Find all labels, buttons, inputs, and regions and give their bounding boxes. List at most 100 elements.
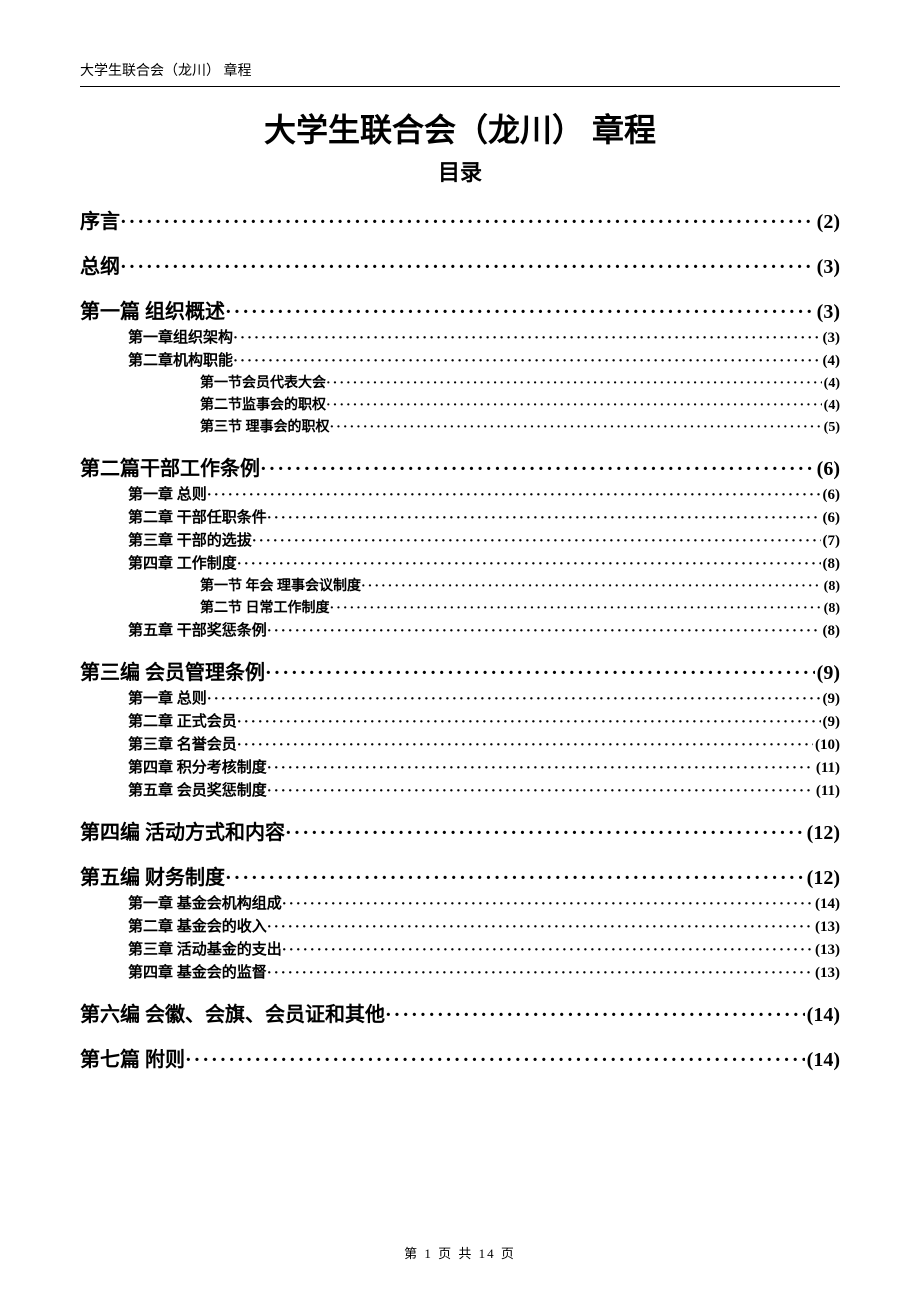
toc-leader-dots: ········································… xyxy=(285,822,805,845)
toc-leader-dots: ········································… xyxy=(361,579,822,595)
toc-entry-page: (5) xyxy=(822,420,840,436)
toc-entry-page: (9) xyxy=(821,691,841,708)
toc-entry-page: (14) xyxy=(813,896,840,913)
toc-entry: 第一篇 组织概述································… xyxy=(80,295,840,324)
toc-entry-page: (4) xyxy=(821,353,841,370)
toc-entry-page: (4) xyxy=(822,398,840,414)
toc-leader-dots: ········································… xyxy=(267,760,814,777)
toc-entry: 第二章 正式会员································… xyxy=(80,710,840,731)
toc-entry: 第一章 基金会机构组成·····························… xyxy=(80,892,840,913)
toc-entry-label: 序言 xyxy=(80,205,120,234)
toc-leader-dots: ········································… xyxy=(267,623,821,640)
toc-entry-page: (8) xyxy=(822,601,840,617)
toc-entry-label: 第二节监事会的职权 xyxy=(200,394,326,414)
toc-entry-page: (4) xyxy=(822,376,840,392)
toc-entry: 第一章 总则··································… xyxy=(80,483,840,504)
toc-entry-label: 总纲 xyxy=(80,250,120,279)
toc-leader-dots: ········································… xyxy=(225,867,805,890)
toc-leader-dots: ········································… xyxy=(267,510,821,527)
subtitle-toc: 目录 xyxy=(80,155,840,187)
toc-entry-page: (3) xyxy=(815,256,840,279)
table-of-contents: 序言······································… xyxy=(80,205,840,1072)
toc-leader-dots: ········································… xyxy=(252,533,821,550)
toc-leader-dots: ········································… xyxy=(120,256,815,279)
toc-entry-label: 第一篇 组织概述 xyxy=(80,295,225,324)
toc-leader-dots: ········································… xyxy=(237,556,821,573)
toc-leader-dots: ········································… xyxy=(233,330,820,347)
toc-leader-dots: ········································… xyxy=(237,737,813,754)
toc-leader-dots: ········································… xyxy=(282,942,813,959)
toc-entry-page: (9) xyxy=(815,662,840,685)
toc-entry-label: 第二章 干部任职条件 xyxy=(128,506,267,527)
toc-entry: 第三章 干部的选拔·······························… xyxy=(80,529,840,550)
toc-entry-page: (11) xyxy=(814,760,840,777)
toc-entry: 第五编 财务制度································… xyxy=(80,861,840,890)
toc-entry: 第三章 活动基金的支出·····························… xyxy=(80,938,840,959)
toc-entry-page: (3) xyxy=(821,330,841,347)
toc-entry: 第四章 基金会的监督······························… xyxy=(80,961,840,982)
toc-leader-dots: ········································… xyxy=(265,662,815,685)
toc-entry-page: (8) xyxy=(821,623,841,640)
toc-entry: 第三章 名誉会员································… xyxy=(80,733,840,754)
toc-entry-page: (8) xyxy=(821,556,841,573)
toc-entry-page: (8) xyxy=(822,579,840,595)
toc-entry-label: 第一节 年会 理事会议制度 xyxy=(200,575,361,595)
toc-entry-page: (6) xyxy=(815,458,840,481)
toc-entry: 第二章 干部任职条件······························… xyxy=(80,506,840,527)
toc-entry-page: (3) xyxy=(815,301,840,324)
toc-entry-label: 第一章 总则 xyxy=(128,483,207,504)
toc-entry-label: 第一章 总则 xyxy=(128,687,207,708)
toc-entry-label: 第三节 理事会的职权 xyxy=(200,416,330,436)
toc-leader-dots: ········································… xyxy=(260,458,815,481)
toc-entry-label: 第三章 干部的选拔 xyxy=(128,529,252,550)
toc-entry-label: 第五章 会员奖惩制度 xyxy=(128,779,267,800)
toc-leader-dots: ········································… xyxy=(267,783,814,800)
toc-entry-label: 第一章 基金会机构组成 xyxy=(128,892,282,913)
toc-entry-page: (7) xyxy=(821,533,841,550)
toc-leader-dots: ········································… xyxy=(207,487,821,504)
toc-entry: 第二节 日常工作制度······························… xyxy=(80,597,840,617)
document-title: 大学生联合会（龙川） 章程 xyxy=(80,105,840,151)
toc-entry-page: (13) xyxy=(813,919,840,936)
toc-entry: 序言······································… xyxy=(80,205,840,234)
toc-entry-page: (9) xyxy=(821,714,841,731)
toc-entry: 总纲······································… xyxy=(80,250,840,279)
toc-entry: 第六编 会徽、会旗、会员证和其他························… xyxy=(80,998,840,1027)
toc-entry: 第二篇干部工作条例·······························… xyxy=(80,452,840,481)
toc-entry-label: 第二章机构职能 xyxy=(128,349,233,370)
toc-leader-dots: ········································… xyxy=(233,353,820,370)
toc-entry-label: 第一节会员代表大会 xyxy=(200,372,326,392)
toc-entry-label: 第五编 财务制度 xyxy=(80,861,225,890)
toc-entry-label: 第一章组织架构 xyxy=(128,326,233,347)
toc-entry: 第四章 工作制度································… xyxy=(80,552,840,573)
toc-entry: 第一章 总则··································… xyxy=(80,687,840,708)
toc-leader-dots: ········································… xyxy=(237,714,821,731)
toc-entry: 第七篇 附则··································… xyxy=(80,1043,840,1072)
toc-leader-dots: ········································… xyxy=(282,896,813,913)
toc-entry-label: 第五章 干部奖惩条例 xyxy=(128,619,267,640)
toc-entry: 第五章 会员奖惩制度······························… xyxy=(80,779,840,800)
toc-entry: 第四章 积分考核制度······························… xyxy=(80,756,840,777)
toc-entry: 第五章 干部奖惩条例······························… xyxy=(80,619,840,640)
toc-leader-dots: ········································… xyxy=(330,601,822,617)
toc-entry-label: 第二节 日常工作制度 xyxy=(200,597,330,617)
toc-entry-label: 第三编 会员管理条例 xyxy=(80,656,265,685)
toc-entry: 第一章组织架构·································… xyxy=(80,326,840,347)
toc-leader-dots: ········································… xyxy=(207,691,821,708)
toc-entry-label: 第六编 会徽、会旗、会员证和其他 xyxy=(80,998,385,1027)
toc-entry-page: (10) xyxy=(813,737,840,754)
toc-leader-dots: ········································… xyxy=(326,398,822,414)
toc-entry-page: (2) xyxy=(815,211,840,234)
toc-entry: 第一节 年会 理事会议制度···························… xyxy=(80,575,840,595)
toc-entry-label: 第三章 名誉会员 xyxy=(128,733,237,754)
toc-entry: 第二节监事会的职权·······························… xyxy=(80,394,840,414)
toc-entry-page: (12) xyxy=(805,867,840,890)
toc-entry-label: 第二篇干部工作条例 xyxy=(80,452,260,481)
toc-entry-label: 第三章 活动基金的支出 xyxy=(128,938,282,959)
toc-entry: 第二章机构职能·································… xyxy=(80,349,840,370)
toc-leader-dots: ········································… xyxy=(120,211,815,234)
toc-leader-dots: ········································… xyxy=(225,301,815,324)
toc-entry-page: (11) xyxy=(814,783,840,800)
toc-leader-dots: ········································… xyxy=(267,965,813,982)
toc-entry-page: (14) xyxy=(805,1049,840,1072)
